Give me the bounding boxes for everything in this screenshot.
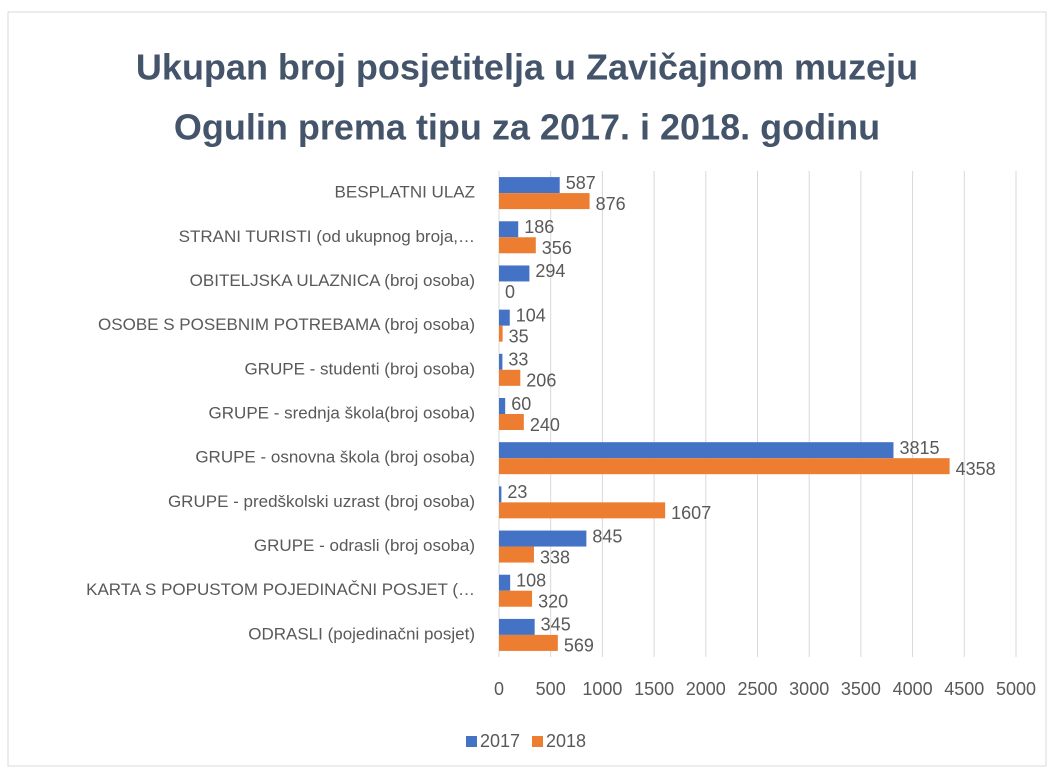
bar xyxy=(499,530,587,547)
y-tick-label: OBITELJSKA ULAZNICA (broj osoba) xyxy=(190,271,475,290)
bar xyxy=(499,325,503,342)
bar xyxy=(499,398,506,414)
bar xyxy=(499,177,560,194)
bar xyxy=(499,618,535,635)
x-tick-label: 0 xyxy=(494,679,504,699)
y-tick-label: BESPLATNI ULAZ xyxy=(335,183,475,202)
x-tick-label: 3000 xyxy=(789,679,829,699)
bar xyxy=(499,458,950,475)
bar xyxy=(499,634,558,651)
data-label: 569 xyxy=(564,636,594,656)
legend-swatch xyxy=(532,736,543,747)
bar xyxy=(499,502,666,519)
x-tick-label: 5000 xyxy=(996,679,1036,699)
data-label: 108 xyxy=(516,570,546,590)
bar xyxy=(499,442,894,459)
legend-swatch xyxy=(466,736,477,747)
data-label: 206 xyxy=(526,371,556,391)
data-label: 240 xyxy=(530,415,560,435)
x-tick-label: 2500 xyxy=(737,679,777,699)
data-label: 845 xyxy=(592,526,622,546)
data-label: 104 xyxy=(516,305,546,325)
bar xyxy=(499,414,524,430)
y-tick-label: GRUPE - studenti (broj osoba) xyxy=(244,359,475,378)
chart-title: Ogulin prema tipu za 2017. i 2018. godin… xyxy=(174,107,880,148)
bar xyxy=(499,574,511,591)
data-label: 60 xyxy=(511,394,531,414)
data-label: 338 xyxy=(540,547,570,567)
bar xyxy=(499,486,502,503)
x-tick-label: 1000 xyxy=(582,679,622,699)
bar xyxy=(499,590,533,607)
bar xyxy=(499,546,534,563)
x-tick-label: 4500 xyxy=(944,679,984,699)
data-label: 33 xyxy=(508,350,528,370)
y-tick-label: GRUPE - predškolski uzrast (broj osoba) xyxy=(168,492,475,511)
bar xyxy=(499,193,590,210)
data-label: 320 xyxy=(538,591,568,611)
bar xyxy=(499,369,521,386)
x-tick-label: 2000 xyxy=(686,679,726,699)
y-tick-label: OSOBE S POSEBNIM POTREBAMA (broj osoba) xyxy=(98,315,475,334)
data-label: 345 xyxy=(541,615,571,635)
data-label: 186 xyxy=(524,217,554,237)
y-tick-label: KARTA S POPUSTOM POJEDINAČNI POSJET (… xyxy=(86,580,475,599)
data-label: 4358 xyxy=(956,459,996,479)
legend-label: 2018 xyxy=(546,731,586,751)
x-tick-label: 1500 xyxy=(634,679,674,699)
bar xyxy=(499,309,510,326)
y-tick-label: STRANI TURISTI (od ukupnog broja,… xyxy=(179,227,475,246)
bar xyxy=(499,265,530,282)
data-label: 587 xyxy=(566,173,596,193)
bar xyxy=(499,237,536,254)
x-tick-label: 500 xyxy=(536,679,566,699)
x-tick-label: 3500 xyxy=(841,679,881,699)
y-tick-label: GRUPE - odrasli (broj osoba) xyxy=(254,536,475,555)
x-tick-label: 4000 xyxy=(893,679,933,699)
data-label: 1607 xyxy=(671,503,711,523)
data-label: 23 xyxy=(507,482,527,502)
data-label: 294 xyxy=(535,261,565,281)
data-label: 0 xyxy=(505,282,515,302)
y-tick-label: GRUPE - osnovna škola (broj osoba) xyxy=(195,448,475,467)
data-label: 356 xyxy=(542,238,572,258)
data-label: 3815 xyxy=(899,438,939,458)
bar xyxy=(499,353,503,370)
bar xyxy=(499,221,519,238)
y-tick-label: ODRASLI (pojedinačni posjet) xyxy=(248,624,475,643)
y-tick-label: GRUPE - srednja škola(broj osoba) xyxy=(209,403,475,422)
data-label: 35 xyxy=(509,326,529,346)
data-label: 876 xyxy=(596,194,626,214)
legend-label: 2017 xyxy=(480,731,520,751)
chart-title: Ukupan broj posjetitelja u Zavičajnom mu… xyxy=(136,47,918,88)
